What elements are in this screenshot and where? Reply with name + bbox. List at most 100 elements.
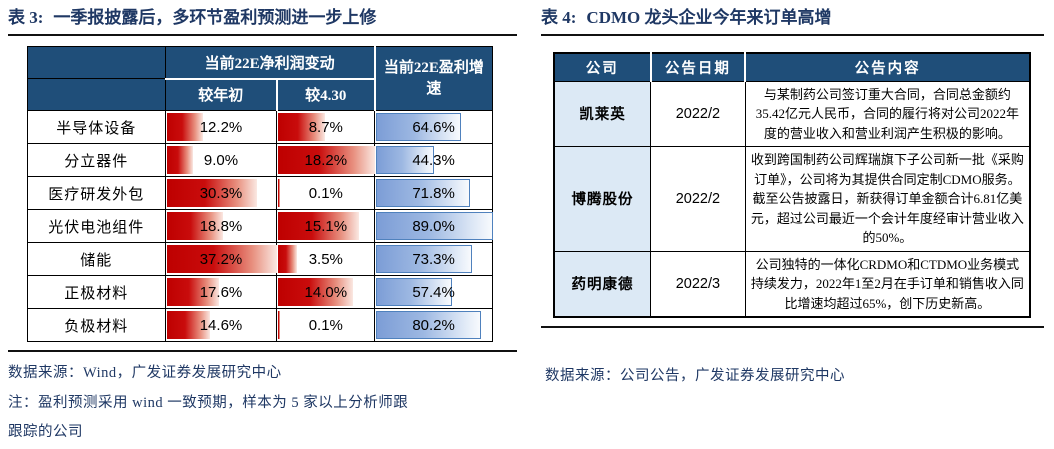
blue-data-bar [376,179,471,207]
table3-change-cell: 3.5% [276,242,376,276]
table3-title-rule [8,34,517,36]
table4-content-cell: 与某制药公司签订重大合同，合同总金额约35.42亿元人民币，合同的履行将对公司2… [744,80,1031,147]
table4-bottom-rule [541,326,1044,328]
table3-note-line1: 注：盈利预测采用 wind 一致预期，样本为 5 家以上分析师跟 [8,395,409,411]
table4-content-cell: 公司独特的一体化CRDMO和CTDMO业务模式持续发力，2022年1至2月在手订… [744,250,1031,318]
blue-data-bar [376,278,452,306]
panel-table3: 表 3: 一季报披露后，多环节盈利预测进一步上修 当前22E净利润变动 当前22E… [8,8,517,447]
table3-row: 光伏电池组件 18.8% 15.1% 89.0% [27,209,493,243]
table3-bottom-rule [8,350,517,352]
table3-change-cell: 9.0% [164,143,278,177]
table3-title-label: 表 3: [8,8,44,27]
table4-company-cell: 博腾股份 [553,146,652,252]
table3-cell-value: 73.3% [412,250,455,268]
table3-change-cell: 37.2% [164,242,278,276]
table3-cell-value: 44.3% [412,151,455,169]
table4-title-text: CDMO 龙头企业今年来订单高增 [586,8,832,27]
blue-data-bar [376,212,493,240]
table3-row-label: 负极材料 [27,308,166,342]
table3-title-text: 一季报披露后，多环节盈利预测进一步上修 [53,8,377,27]
table3-cell-value: 18.2% [304,151,348,169]
red-data-bar [166,146,194,174]
table3-growth-cell: 80.2% [374,308,493,342]
table3-row-label: 半导体设备 [27,110,166,144]
table3-change-cell: 15.1% [276,209,376,243]
red-data-bar [166,245,278,273]
table3-row: 负极材料 14.6% 0.1% 80.2% [27,308,493,342]
table3-growth-cell: 73.3% [374,242,493,276]
table3-cell-value: 57.4% [412,283,455,301]
table4-company-cell: 药明康德 [553,250,652,318]
red-data-bar [166,212,223,240]
table4-title-label: 表 4: [541,8,577,27]
table3-growth-header: 当前22E盈利增速 [373,46,493,111]
red-data-bar [278,146,376,174]
table4-source: 数据来源：公司公告，广发证券发展研究中心 [545,368,845,384]
table3-cell-value: 0.1% [308,316,343,334]
blue-data-bar [376,113,461,141]
table4-content-cell: 收到跨国制药公司辉瑞旗下子公司新一批《采购订单》，公司将为其提供合同定制CDMO… [744,146,1031,252]
table4-row: 博腾股份 2022/2 收到跨国制药公司辉瑞旗下子公司新一批《采购订单》，公司将为其… [553,146,1031,252]
table3-row: 半导体设备 12.2% 8.7% 64.6% [27,110,493,144]
table3-change-cell: 0.1% [276,308,376,342]
red-data-bar [166,113,203,141]
table3-row: 医疗研发外包 30.3% 0.1% 71.8% [27,176,493,210]
blue-data-bar [376,146,435,174]
table3-cell-value: 15.1% [304,217,348,235]
table3-cell-value: 0.1% [308,184,343,202]
red-data-bar [278,179,280,207]
table3-change-cell: 0.1% [276,176,376,210]
table4-row: 药明康德 2022/3 公司独特的一体化CRDMO和CTDMO业务模式持续发力，20… [553,250,1031,318]
table4-date-cell: 2022/2 [650,80,746,147]
table3-change-cell: 18.8% [164,209,278,243]
red-data-bar [278,212,359,240]
table3-growth-cell: 64.6% [374,110,493,144]
table3-note: 注：盈利预测采用 wind 一致预期，样本为 5 家以上分析师跟 跟踪的公司 [8,389,517,447]
table4: 公司 公告日期 公告内容 凯莱英 2022/2 与某制药公司签订重大合同，合同总金额… [553,52,1031,318]
table4-title: 表 4: CDMO 龙头企业今年来订单高增 [541,6,1044,30]
table3-change-cell: 14.6% [164,308,278,342]
table3-growth-cell: 89.0% [374,209,493,243]
table3-subheader-vs-430: 较4.30 [275,78,375,111]
blue-data-bar [376,245,473,273]
table3-corner-cell [27,46,166,79]
table4-header-content: 公告内容 [744,53,1030,81]
table3-cell-value: 89.0% [412,217,455,235]
table3-row-label: 光伏电池组件 [27,209,166,243]
table3-cell-value: 14.6% [199,316,243,334]
table3-row: 储能 37.2% 3.5% 73.3% [27,242,493,276]
table3: 当前22E净利润变动 当前22E盈利增速 较年初 较4.30 半导体设备 12.2… [27,46,493,342]
table3-change-cell: 12.2% [164,110,278,144]
table3-cell-value: 17.6% [199,283,243,301]
table3-cell-value: 8.7% [308,118,343,136]
table3-note-line2: 跟踪的公司 [8,424,83,440]
table4-header-date: 公告日期 [649,53,746,81]
table3-growth-cell: 57.4% [374,275,493,309]
red-data-bar [278,245,297,273]
red-data-bar [278,311,280,339]
table3-cell-value: 71.8% [412,184,455,202]
table3-change-cell: 14.0% [276,275,376,309]
red-data-bar [166,179,257,207]
table3-cell-value: 80.2% [412,316,455,334]
table4-date-cell: 2022/2 [650,146,746,252]
table3-cell-value: 64.6% [412,118,455,136]
red-data-bar [166,278,219,306]
table3-source: 数据来源：Wind，广发证券发展研究中心 [8,365,282,381]
table3-row-label: 分立器件 [27,143,166,177]
table3-change-cell: 8.7% [276,110,376,144]
table3-growth-cell: 71.8% [374,176,493,210]
red-data-bar [278,278,353,306]
table3-change-cell: 30.3% [164,176,278,210]
red-data-bar [278,113,325,141]
table3-corner-cell2 [27,78,166,111]
table3-cell-value: 30.3% [199,184,243,202]
table3-row-label: 正极材料 [27,275,166,309]
table3-subheader-vs-year-start: 较年初 [164,78,277,111]
table3-row: 分立器件 9.0% 18.2% 44.3% [27,143,493,177]
table4-title-rule [541,34,1044,36]
table4-wrapper: 公司 公告日期 公告内容 凯莱英 2022/2 与某制药公司签订重大合同，合同总金额… [553,52,1044,318]
table3-row-label: 储能 [27,242,166,276]
table3-growth-cell: 44.3% [374,143,493,177]
